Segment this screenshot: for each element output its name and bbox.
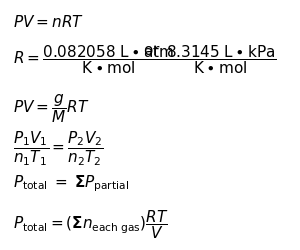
Text: $PV = \dfrac{g}{M}RT$: $PV = \dfrac{g}{M}RT$ (13, 92, 89, 125)
Text: $PV = nRT$: $PV = nRT$ (13, 14, 84, 30)
Text: $\dfrac{8.3145\;\mathrm{L} \bullet \mathrm{kPa}}{\mathrm{K} \bullet \mathrm{mol}: $\dfrac{8.3145\;\mathrm{L} \bullet \math… (166, 43, 277, 76)
Text: $P_{\mathrm{total}}\; = \;\boldsymbol{\Sigma} P_{\mathrm{partial}}$: $P_{\mathrm{total}}\; = \;\boldsymbol{\S… (13, 173, 129, 194)
Text: $R = \dfrac{0.082058\;\mathrm{L} \bullet \mathrm{atm}}{\mathrm{K} \bullet \mathr: $R = \dfrac{0.082058\;\mathrm{L} \bullet… (13, 43, 175, 76)
Text: $\dfrac{P_1 V_1}{n_1 T_1} = \dfrac{P_2 V_2}{n_2 T_2}$: $\dfrac{P_1 V_1}{n_1 T_1} = \dfrac{P_2 V… (13, 129, 104, 167)
Text: $\mathrm{or}$: $\mathrm{or}$ (143, 43, 161, 58)
Text: $P_{\mathrm{total}} = (\boldsymbol{\Sigma} n_{\mathrm{each\;gas}})\dfrac{RT}{V}$: $P_{\mathrm{total}} = (\boldsymbol{\Sigm… (13, 208, 168, 240)
